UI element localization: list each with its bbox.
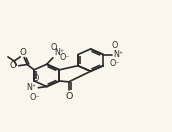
Text: O⁻: O⁻ [110, 60, 120, 69]
Text: O: O [65, 92, 72, 101]
Text: N⁺: N⁺ [55, 48, 65, 57]
Text: O⁻: O⁻ [30, 93, 41, 102]
Text: O⁻: O⁻ [60, 53, 71, 62]
Text: N⁺: N⁺ [113, 50, 123, 59]
Text: O: O [51, 43, 57, 53]
Text: O: O [19, 48, 26, 57]
Text: O: O [32, 74, 38, 83]
Text: N⁺: N⁺ [27, 83, 37, 92]
Text: O: O [112, 41, 118, 50]
Text: O: O [9, 61, 16, 70]
